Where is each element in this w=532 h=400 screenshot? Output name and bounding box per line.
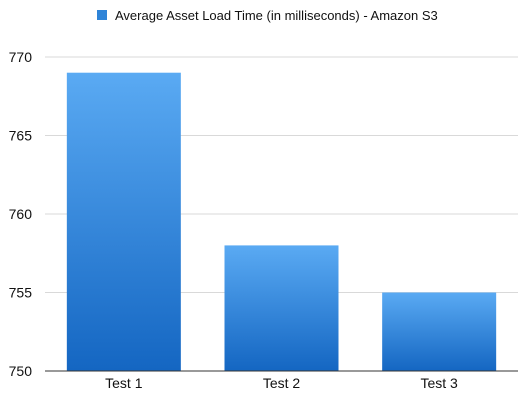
bars bbox=[66, 72, 497, 371]
y-tick-label: 755 bbox=[9, 285, 33, 301]
y-tick-label: 750 bbox=[9, 363, 33, 379]
y-tick-label: 760 bbox=[9, 206, 33, 222]
bar-test-1 bbox=[66, 72, 181, 371]
x-tick-label: Test 2 bbox=[263, 375, 301, 391]
x-axis-ticks: Test 1 Test 2 Test 3 bbox=[105, 375, 458, 391]
bar-test-2 bbox=[224, 245, 339, 371]
y-axis-ticks: 750 755 760 765 770 bbox=[9, 49, 33, 379]
legend-swatch bbox=[97, 10, 107, 20]
legend: Average Asset Load Time (in milliseconds… bbox=[97, 8, 438, 23]
y-tick-label: 770 bbox=[9, 49, 33, 65]
bar-test-3 bbox=[382, 292, 497, 371]
legend-label: Average Asset Load Time (in milliseconds… bbox=[115, 8, 438, 23]
x-tick-label: Test 1 bbox=[105, 375, 143, 391]
x-tick-label: Test 3 bbox=[420, 375, 458, 391]
y-tick-label: 765 bbox=[9, 128, 33, 144]
